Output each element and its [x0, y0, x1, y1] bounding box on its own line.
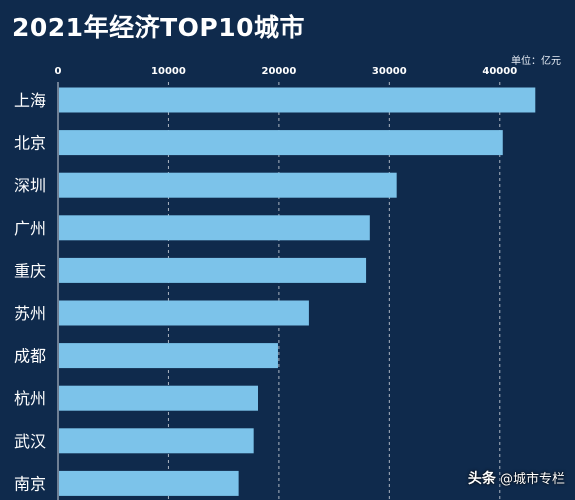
category-label: 武汉 — [14, 432, 46, 451]
bar — [59, 343, 278, 369]
category-label: 成都 — [14, 347, 46, 366]
category-label: 上海 — [14, 91, 46, 110]
bar — [59, 87, 536, 113]
unit-label: 单位：亿元 — [511, 56, 561, 67]
bar — [59, 172, 397, 198]
x-tick-label: 30000 — [372, 66, 407, 77]
bar — [59, 428, 254, 454]
credit-brand: 头条 — [467, 471, 496, 487]
x-tick-label: 20000 — [261, 66, 296, 77]
credit-account: @城市专栏 — [499, 472, 565, 487]
x-tick-label: 0 — [55, 66, 62, 77]
x-tick-label: 40000 — [482, 66, 517, 77]
bar — [59, 257, 367, 283]
category-label: 杭州 — [14, 389, 46, 408]
category-label: 重庆 — [14, 261, 46, 280]
bar — [59, 385, 259, 411]
category-label: 南京 — [14, 474, 46, 493]
chart-title: 2021年经济TOP10城市 — [12, 13, 305, 42]
category-label: 北京 — [14, 134, 46, 153]
category-label: 深圳 — [14, 176, 46, 195]
bar — [59, 130, 503, 156]
category-label: 广州 — [14, 219, 46, 238]
category-label: 苏州 — [14, 304, 46, 323]
bar — [59, 215, 370, 241]
x-tick-label: 10000 — [151, 66, 186, 77]
bar — [59, 470, 239, 496]
bar — [59, 300, 309, 326]
source-credit: 头条 @城市专栏 — [468, 468, 565, 488]
